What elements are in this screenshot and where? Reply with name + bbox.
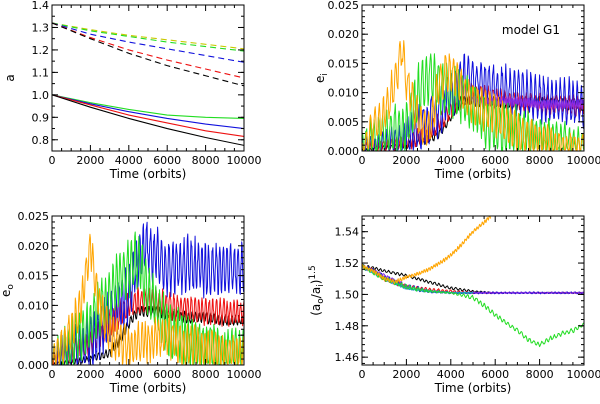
y-tick-label: 1.1 <box>32 66 50 79</box>
x-tick-label: 4000 <box>115 368 143 381</box>
y-axis-label-part: (a <box>309 304 323 316</box>
x-axis-label: Time (orbits) <box>434 381 512 395</box>
x-tick-label: 10000 <box>227 154 262 167</box>
y-tick-label: 1.46 <box>335 351 360 364</box>
series-line-inner-blue <box>52 94 244 130</box>
x-tick-label: 6000 <box>481 154 509 167</box>
series-line-red <box>362 264 584 295</box>
y-tick-label: 0.020 <box>18 240 50 253</box>
x-tick-label: 6000 <box>481 368 509 381</box>
model-annotation: model G1 <box>502 23 560 37</box>
x-tick-label: 2000 <box>76 368 104 381</box>
y-tick-label: 0.015 <box>18 270 50 283</box>
y-tick-label: 0.005 <box>328 116 360 129</box>
x-tick-label: 0 <box>359 154 366 167</box>
x-tick-label: 8000 <box>526 154 554 167</box>
series-line-outer-green <box>52 22 244 52</box>
series-line-blue <box>362 263 584 295</box>
x-tick-label: 10000 <box>227 368 262 381</box>
y-tick-label: 0.020 <box>328 28 360 41</box>
series-group <box>362 216 584 348</box>
y-axis-label: eo <box>0 284 16 297</box>
y-axis-label: a <box>3 74 17 81</box>
x-tick-label: 4000 <box>437 368 465 381</box>
x-tick-label: 0 <box>49 368 56 381</box>
y-axis-label-part: a <box>3 74 17 81</box>
series-line-green <box>362 53 584 151</box>
x-tick-label: 10000 <box>567 154 600 167</box>
series-group <box>362 40 584 151</box>
y-axis-label-part: ) <box>309 280 323 285</box>
series-line-outer-blue <box>52 22 244 63</box>
y-tick-label: 0.000 <box>328 145 360 158</box>
y-tick-label: 0.8 <box>32 134 50 147</box>
series-line-purple <box>362 264 584 295</box>
series-line-outer-yellow <box>52 22 244 50</box>
x-tick-label: 2000 <box>392 368 420 381</box>
y-axis-label-part: 1.5 <box>308 265 318 279</box>
panel-period-ratio: 0 2000 4000 6000 8000 10000 1.46 1.48 1.50 1.52 1.… <box>308 215 600 395</box>
y-axis-label-part: o <box>6 284 16 290</box>
panel-semimajor-axis: 0 2000 4000 6000 8000 10000 0.8 0.9 1.0 1.1 1.2 1.3… <box>3 0 262 181</box>
y-tick-label: 1.52 <box>335 257 360 270</box>
series-line-green <box>52 231 244 365</box>
x-tick-label: 8000 <box>526 368 554 381</box>
y-tick-label: 0.025 <box>328 0 360 12</box>
x-tick-label: 4000 <box>437 154 465 167</box>
y-axis-label: (ao/ai)1.5 <box>308 265 326 316</box>
series-line-outer-black <box>52 22 244 87</box>
x-tick-label: 0 <box>359 368 366 381</box>
y-axis-label-part: i <box>316 284 326 287</box>
x-tick-label: 0 <box>49 154 56 167</box>
series-line-orange <box>52 233 244 365</box>
x-axis-label: Time (orbits) <box>434 167 512 181</box>
series-line-black <box>362 264 584 294</box>
series-line-inner-green <box>52 94 244 119</box>
y-axis-label-part: e <box>0 290 13 297</box>
x-tick-label: 2000 <box>76 154 104 167</box>
series-line-blue <box>52 221 244 365</box>
y-axis-label-part: i <box>320 73 330 76</box>
x-tick-label: 4000 <box>115 154 143 167</box>
x-tick-label: 6000 <box>153 154 181 167</box>
x-axis-label: Time (orbits) <box>109 381 187 395</box>
y-tick-label: 1.50 <box>335 288 360 301</box>
y-axis-label-part: o <box>316 298 326 304</box>
y-tick-label: 0.000 <box>18 359 50 372</box>
y-tick-label: 0.9 <box>32 111 50 124</box>
y-tick-label: 1.4 <box>32 0 50 12</box>
series-line-blue <box>362 53 584 151</box>
series-line-inner-red <box>52 94 244 137</box>
panel-outer-eccentricity: 0 2000 4000 6000 8000 10000 0.000 0.005 0.010 0.0… <box>0 210 262 395</box>
y-tick-label: 1.48 <box>335 320 360 333</box>
y-tick-label: 1.0 <box>32 89 50 102</box>
series-line-green <box>362 263 584 348</box>
y-tick-label: 0.015 <box>328 57 360 70</box>
y-tick-label: 0.010 <box>328 87 360 100</box>
y-axis-label: ei <box>313 73 330 83</box>
x-axis-label: Time (orbits) <box>109 167 187 181</box>
series-group <box>52 22 244 146</box>
x-tick-label: 8000 <box>192 154 220 167</box>
y-axis-label-part: /a <box>309 287 323 298</box>
y-tick-label: 1.2 <box>32 44 50 57</box>
panel-inner-eccentricity: 0 2000 4000 6000 8000 10000 0.000 0.005 0.010 0.0… <box>313 0 600 181</box>
series-line-orange <box>362 40 584 151</box>
x-tick-label: 2000 <box>392 154 420 167</box>
series-group <box>52 221 244 365</box>
y-tick-label: 1.3 <box>32 21 50 34</box>
y-tick-label: 0.005 <box>18 329 50 342</box>
y-tick-label: 0.010 <box>18 299 50 312</box>
series-line-orange <box>362 216 492 284</box>
x-tick-label: 10000 <box>567 368 600 381</box>
y-tick-label: 0.025 <box>18 210 50 223</box>
series-line-outer-red <box>52 22 244 79</box>
y-axis-label-part: e <box>313 76 327 83</box>
x-tick-label: 6000 <box>153 368 181 381</box>
series-line-inner-black <box>52 94 244 146</box>
y-tick-label: 1.54 <box>335 226 360 239</box>
x-tick-label: 8000 <box>192 368 220 381</box>
